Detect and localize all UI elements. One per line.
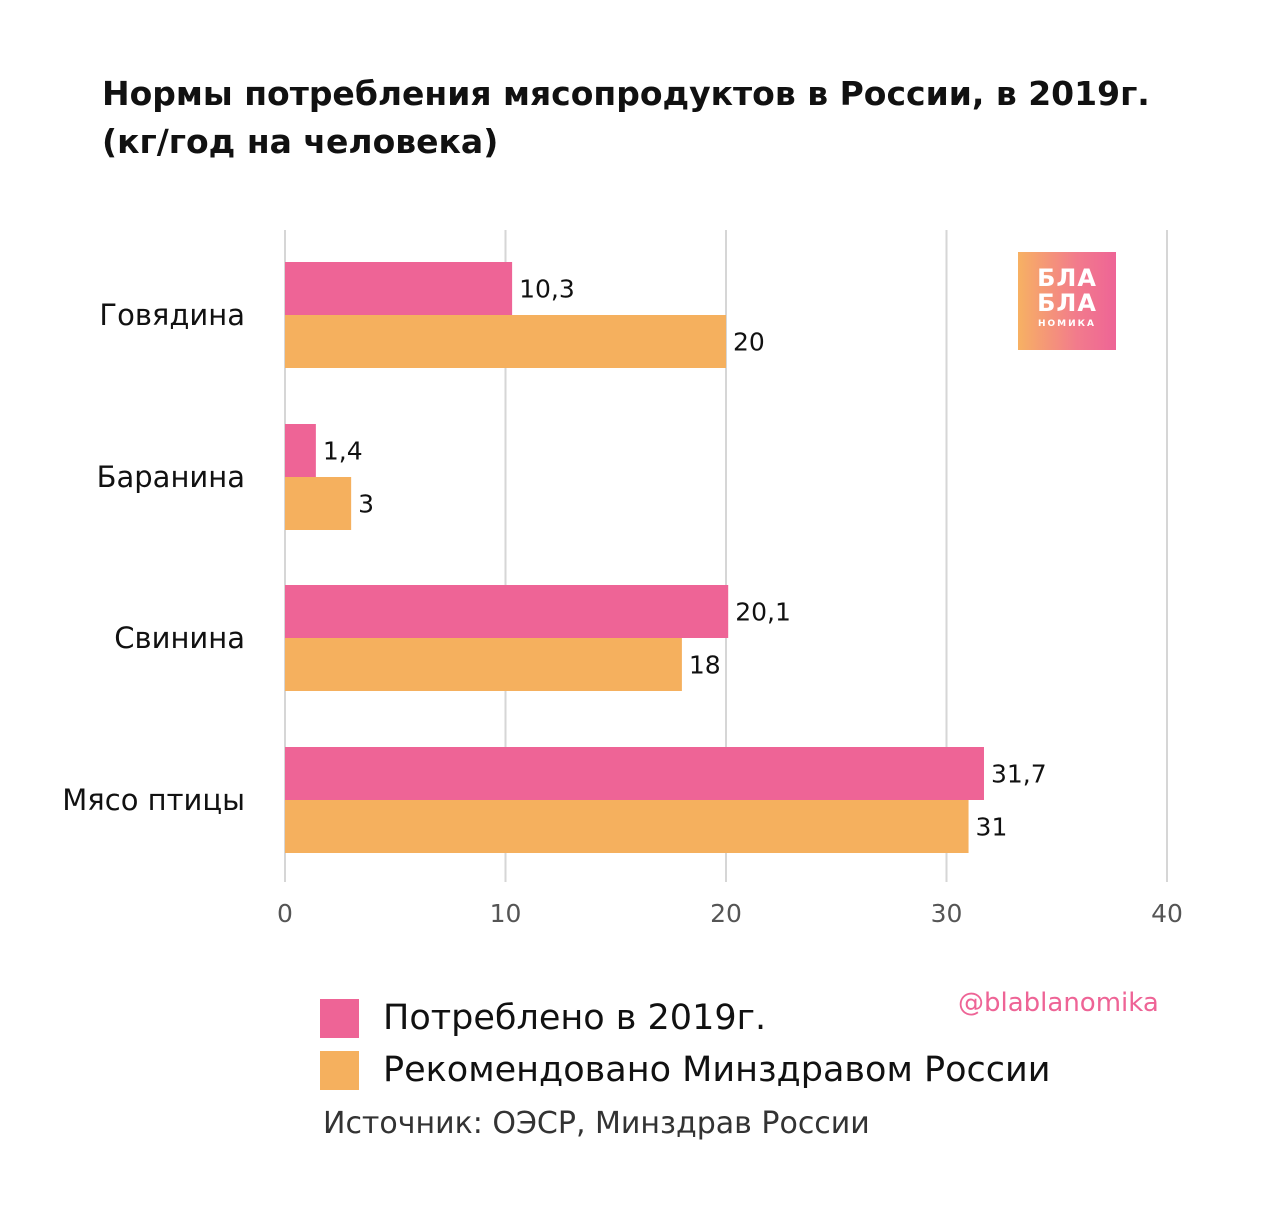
bar-recommended-3	[285, 800, 969, 853]
blablanomika-logo: БЛА БЛА НОМИКА	[1018, 252, 1116, 350]
bar-consumed-1	[285, 424, 316, 477]
bar-chart: 10,3 20 1,4 3 20,1 18 31,7 31 Говядина Баранина С…	[62, 230, 1183, 928]
social-handle: @blablanomika	[958, 988, 1159, 1018]
chart-title-line-1: Нормы потребления мясопродуктов в России…	[102, 74, 1150, 113]
x-tick-label-10: 10	[490, 899, 522, 928]
chart-title-line-2: (кг/год на человека)	[102, 122, 499, 161]
bar-consumed-0	[285, 262, 513, 315]
bar-consumed-2	[285, 585, 729, 638]
category-label-1: Баранина	[97, 460, 245, 494]
legend-swatch-recommended	[320, 1050, 359, 1090]
x-tick-label-20: 20	[710, 899, 742, 928]
legend-item-recommended: Рекомендовано Минздравом России	[320, 1044, 1051, 1096]
category-labels: Говядина Баранина Свинина Мясо птицы	[62, 298, 245, 817]
x-tick-label-40: 40	[1151, 899, 1183, 928]
legend-label-consumed: Потреблено в 2019г.	[383, 998, 767, 1038]
chart-title: Нормы потребления мясопродуктов в России…	[102, 70, 1222, 166]
value-label-consumed-0: 10,3	[519, 275, 575, 304]
category-label-3: Мясо птицы	[62, 783, 245, 817]
category-label-2: Свинина	[114, 621, 245, 655]
value-labels: 10,3 20 1,4 3 20,1 18 31,7 31	[323, 275, 1047, 842]
logo-line-3: НОМИКА	[1038, 319, 1096, 329]
logo-line-2: БЛА	[1037, 289, 1097, 317]
bar-recommended-2	[285, 638, 682, 691]
value-label-recommended-2: 18	[689, 651, 721, 680]
logo-line-1: БЛА	[1037, 264, 1097, 292]
bar-recommended-0	[285, 315, 726, 368]
value-label-recommended-0: 20	[733, 328, 765, 357]
source-note: Источник: ОЭСР, Минздрав России	[323, 1106, 870, 1141]
legend: Потреблено в 2019г. Рекомендовано Минздр…	[320, 992, 1051, 1096]
category-label-0: Говядина	[99, 298, 245, 332]
legend-label-recommended: Рекомендовано Минздравом России	[383, 1050, 1051, 1090]
legend-item-consumed: Потреблено в 2019г.	[320, 992, 1051, 1044]
legend-swatch-consumed	[320, 998, 359, 1038]
value-label-recommended-3: 31	[976, 813, 1008, 842]
value-label-consumed-2: 20,1	[735, 598, 791, 627]
tick-labels: 0 10 20 30 40	[277, 899, 1183, 928]
bar-consumed-3	[285, 747, 984, 800]
value-label-consumed-3: 31,7	[991, 760, 1047, 789]
x-tick-label-30: 30	[931, 899, 963, 928]
value-label-recommended-1: 3	[358, 490, 374, 519]
bars	[285, 262, 984, 853]
x-tick-label-0: 0	[277, 899, 293, 928]
value-label-consumed-1: 1,4	[323, 437, 363, 466]
bar-recommended-1	[285, 477, 352, 530]
